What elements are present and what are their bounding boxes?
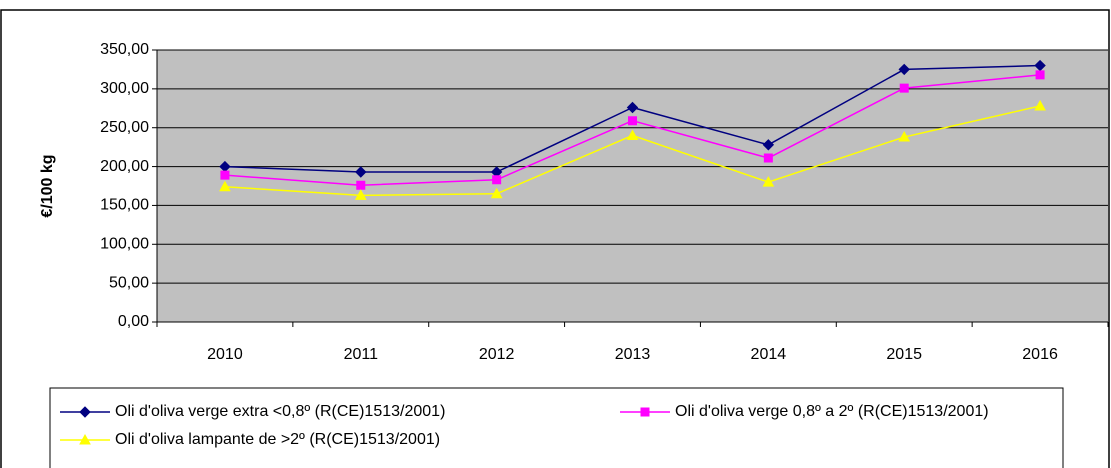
y-tick-label: 150,00 (100, 197, 149, 214)
data-marker (355, 166, 367, 178)
y-tick-label: 250,00 (100, 119, 149, 136)
x-tick-label: 2016 (1022, 346, 1058, 363)
legend-marker (79, 406, 91, 418)
data-marker (898, 63, 910, 76)
data-marker (356, 180, 366, 190)
legend-label: Oli d'oliva lampante de >2º (R(CE)1513/2… (115, 431, 440, 448)
legend-label: Oli d'oliva verge extra <0,8º (R(CE)1513… (115, 403, 445, 420)
data-marker (762, 139, 775, 151)
data-marker (628, 116, 637, 126)
data-marker (626, 129, 639, 140)
plot-area (157, 50, 1108, 322)
data-marker (763, 153, 773, 163)
y-tick-label: 50,00 (109, 274, 149, 291)
legend-label: Oli d'oliva verge 0,8º a 2º (R(CE)1513/2… (675, 403, 989, 420)
x-tick-label: 2015 (886, 346, 922, 363)
y-tick-label: 0,00 (118, 313, 149, 330)
x-tick-label: 2012 (479, 346, 515, 363)
legend (49, 387, 1064, 468)
data-marker (899, 83, 909, 93)
data-marker (492, 175, 502, 185)
data-marker (898, 131, 911, 142)
y-tick-label: 100,00 (100, 236, 149, 253)
x-tick-label: 2010 (207, 346, 243, 363)
data-marker (354, 189, 367, 200)
y-axis-title: €/100 kg (39, 154, 56, 217)
data-marker (1034, 99, 1046, 111)
data-marker (626, 101, 639, 114)
y-tick-label: 350,00 (100, 41, 149, 58)
x-tick-label: 2014 (751, 346, 787, 363)
x-tick-label: 2013 (615, 346, 651, 363)
y-tick-label: 200,00 (100, 158, 149, 175)
data-marker (762, 176, 775, 187)
legend-marker (640, 407, 650, 417)
x-tick-label: 2011 (344, 346, 379, 363)
data-marker (220, 170, 230, 180)
data-marker (219, 180, 231, 192)
y-tick-label: 300,00 (100, 80, 149, 97)
data-marker (1035, 70, 1045, 80)
data-marker (490, 187, 503, 199)
legend-marker (79, 433, 91, 445)
